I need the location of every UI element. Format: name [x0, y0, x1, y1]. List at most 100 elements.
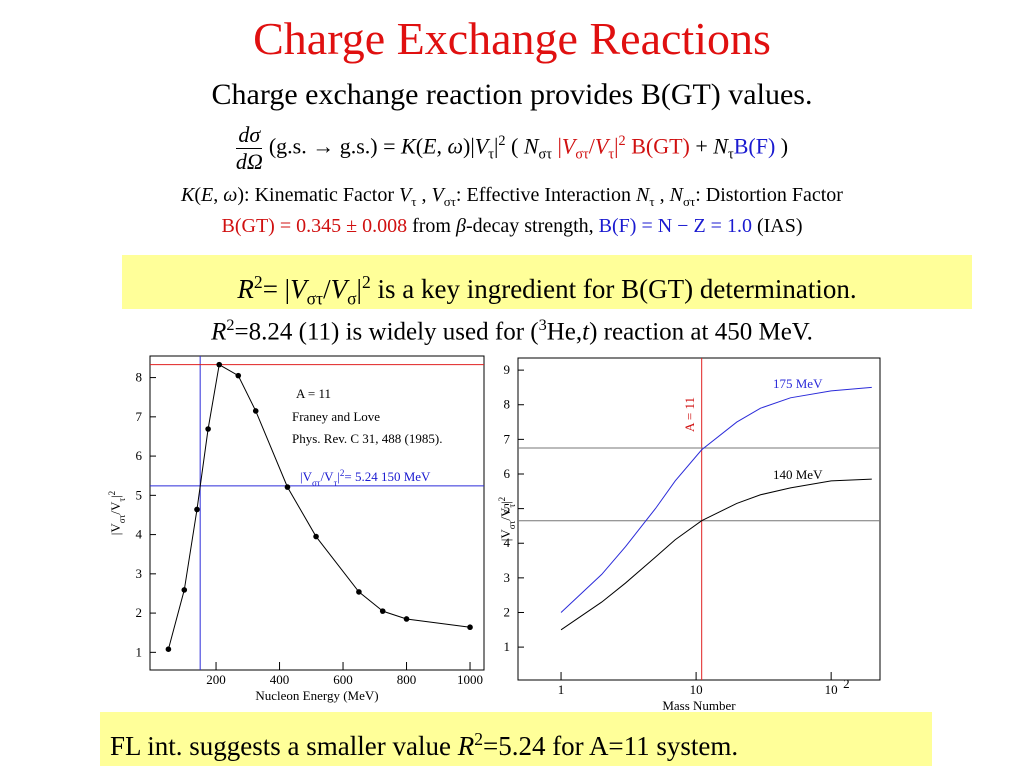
text-segment: )| [463, 133, 475, 159]
marker [284, 484, 291, 490]
text-segment: , [416, 184, 432, 206]
text-segment: | [498, 501, 513, 504]
y-tick-label: 6 [136, 448, 143, 463]
text-segment: ω [447, 133, 464, 159]
x-tick-label: 1000 [457, 672, 483, 687]
text-segment: ω [223, 184, 238, 206]
x-tick-label: 600 [333, 672, 353, 687]
text-segment: στ [575, 146, 589, 163]
text-segment: |V [300, 469, 313, 484]
text-segment: =5.24 for A=11 system. [482, 731, 739, 761]
text-segment: = | [262, 274, 291, 304]
text-segment: B(F) [733, 133, 776, 159]
text-segment: /V [108, 501, 123, 515]
marker [194, 506, 200, 513]
marker [403, 616, 410, 622]
text-segment: στ [312, 478, 321, 488]
text-segment: He, [546, 318, 583, 346]
marker [165, 646, 172, 652]
y-tick-label: 7 [504, 431, 511, 446]
text-segment: 2 [361, 272, 371, 292]
line [167, 363, 471, 650]
text-segment: τ [608, 146, 615, 163]
text-segment: V [594, 133, 609, 159]
text-segment: τ [334, 478, 338, 488]
text-segment: στ [306, 288, 324, 309]
text-segment: -decay strength, [465, 215, 599, 237]
text-segment: στ [682, 194, 696, 209]
text-segment: | [337, 469, 340, 484]
text-segment: N [713, 133, 728, 159]
definition: B(GT) = 0.345 ± 0.008 from β-decay stren… [0, 215, 1024, 238]
text-segment: FL int. suggests a smaller value [110, 731, 458, 761]
footer-box: FL int. suggests a smaller value R2=5.24… [100, 712, 932, 766]
text-segment: 2 [226, 316, 235, 334]
text-segment: στ [443, 194, 456, 209]
key-box: R2= |Vστ/Vσ|2 is a key ingredient for B(… [122, 255, 972, 309]
x-axis-label: Nucleon Energy (MeV) [255, 688, 378, 703]
text-segment: 2 [474, 729, 483, 749]
plot-frame [517, 357, 881, 681]
text-segment: R [237, 274, 254, 304]
text-segment: |V [498, 529, 513, 542]
text-segment: ): Kinematic Factor [237, 184, 400, 206]
denominator: dΩ [235, 149, 263, 174]
text-segment: /V [321, 469, 335, 484]
text-segment: K [401, 133, 416, 159]
annotation: Franey and Love [292, 409, 380, 424]
text-segment: is a key ingredient for B(GT) determinat… [370, 274, 857, 304]
text-segment: ( [194, 184, 202, 206]
formula-rhs: (g.s. → g.s.) = K(E, ω)|Vτ|2 ( Nστ |Vστ/… [269, 133, 788, 164]
y-tick-label: 6 [504, 466, 511, 481]
text-segment: N [669, 184, 683, 206]
x-tick-label: 10 [690, 682, 703, 697]
text-segment: K [181, 184, 195, 206]
text-segment: , [213, 184, 224, 206]
text-segment: : Effective Interaction [455, 184, 637, 206]
line [560, 386, 872, 613]
marker [379, 608, 386, 614]
x-tick-label: 1 [558, 682, 565, 697]
marker [216, 361, 223, 368]
text-segment: σ [347, 288, 357, 309]
annotation: |Vστ/Vτ|2= 5.24 150 MeV [300, 468, 431, 488]
subtitle: Charge exchange reaction provides B(GT) … [211, 78, 813, 111]
text-segment: 2 [498, 133, 506, 150]
text-segment: 2 [618, 133, 626, 150]
note: R2=8.24 (11) is widely used for (3He,t) … [0, 316, 1024, 346]
y-tick-label: 2 [504, 604, 511, 619]
text-segment: / [588, 133, 595, 159]
text-segment: R [457, 731, 475, 761]
text-segment: Franey and Love [292, 409, 380, 424]
text-segment: V [399, 184, 412, 206]
title: Charge Exchange Reactions [253, 13, 771, 64]
formula: dσ dΩ (g.s. → g.s.) = K(E, ω)|Vτ|2 ( Nστ… [0, 122, 1024, 182]
series-label: 175 MeV [773, 376, 823, 391]
fraction: dσ dΩ [236, 122, 263, 175]
text-segment: Phys. Rev. C 31, 488 (1985). [292, 431, 442, 446]
y-tick-label: 8 [136, 370, 143, 385]
x-tick-label-sup: 2 [843, 676, 850, 691]
y-tick-label: 5 [504, 501, 511, 516]
y-axis-label: |Vστ/Vτ|2 [497, 496, 517, 541]
y-tick-label: 1 [504, 639, 511, 654]
text-segment: from [407, 215, 456, 237]
text-segment: ( [415, 133, 424, 159]
text-segment: τ [649, 194, 655, 209]
text-segment: | [493, 133, 499, 159]
text-segment: /V [498, 507, 513, 521]
y-tick-label: 3 [136, 566, 143, 581]
text-segment: στ [507, 520, 517, 529]
text-segment: E [201, 184, 214, 206]
text-segment: B(GT) = 0.345 ± 0.008 [221, 215, 408, 237]
text-segment: = 5.24 150 MeV [344, 469, 431, 484]
text-segment: τ [411, 194, 417, 209]
text-segment: N [636, 184, 650, 206]
text-segment: (IAS) [751, 215, 803, 237]
text-segment: t [582, 318, 590, 346]
definition: K(E, ω): Kinematic Factor Vτ , Vστ: Effe… [0, 184, 1024, 210]
text-segment: =8.24 (11) is widely used for ( [234, 318, 539, 346]
text-segment: 2 [497, 496, 507, 501]
text-segment: V [330, 274, 348, 304]
